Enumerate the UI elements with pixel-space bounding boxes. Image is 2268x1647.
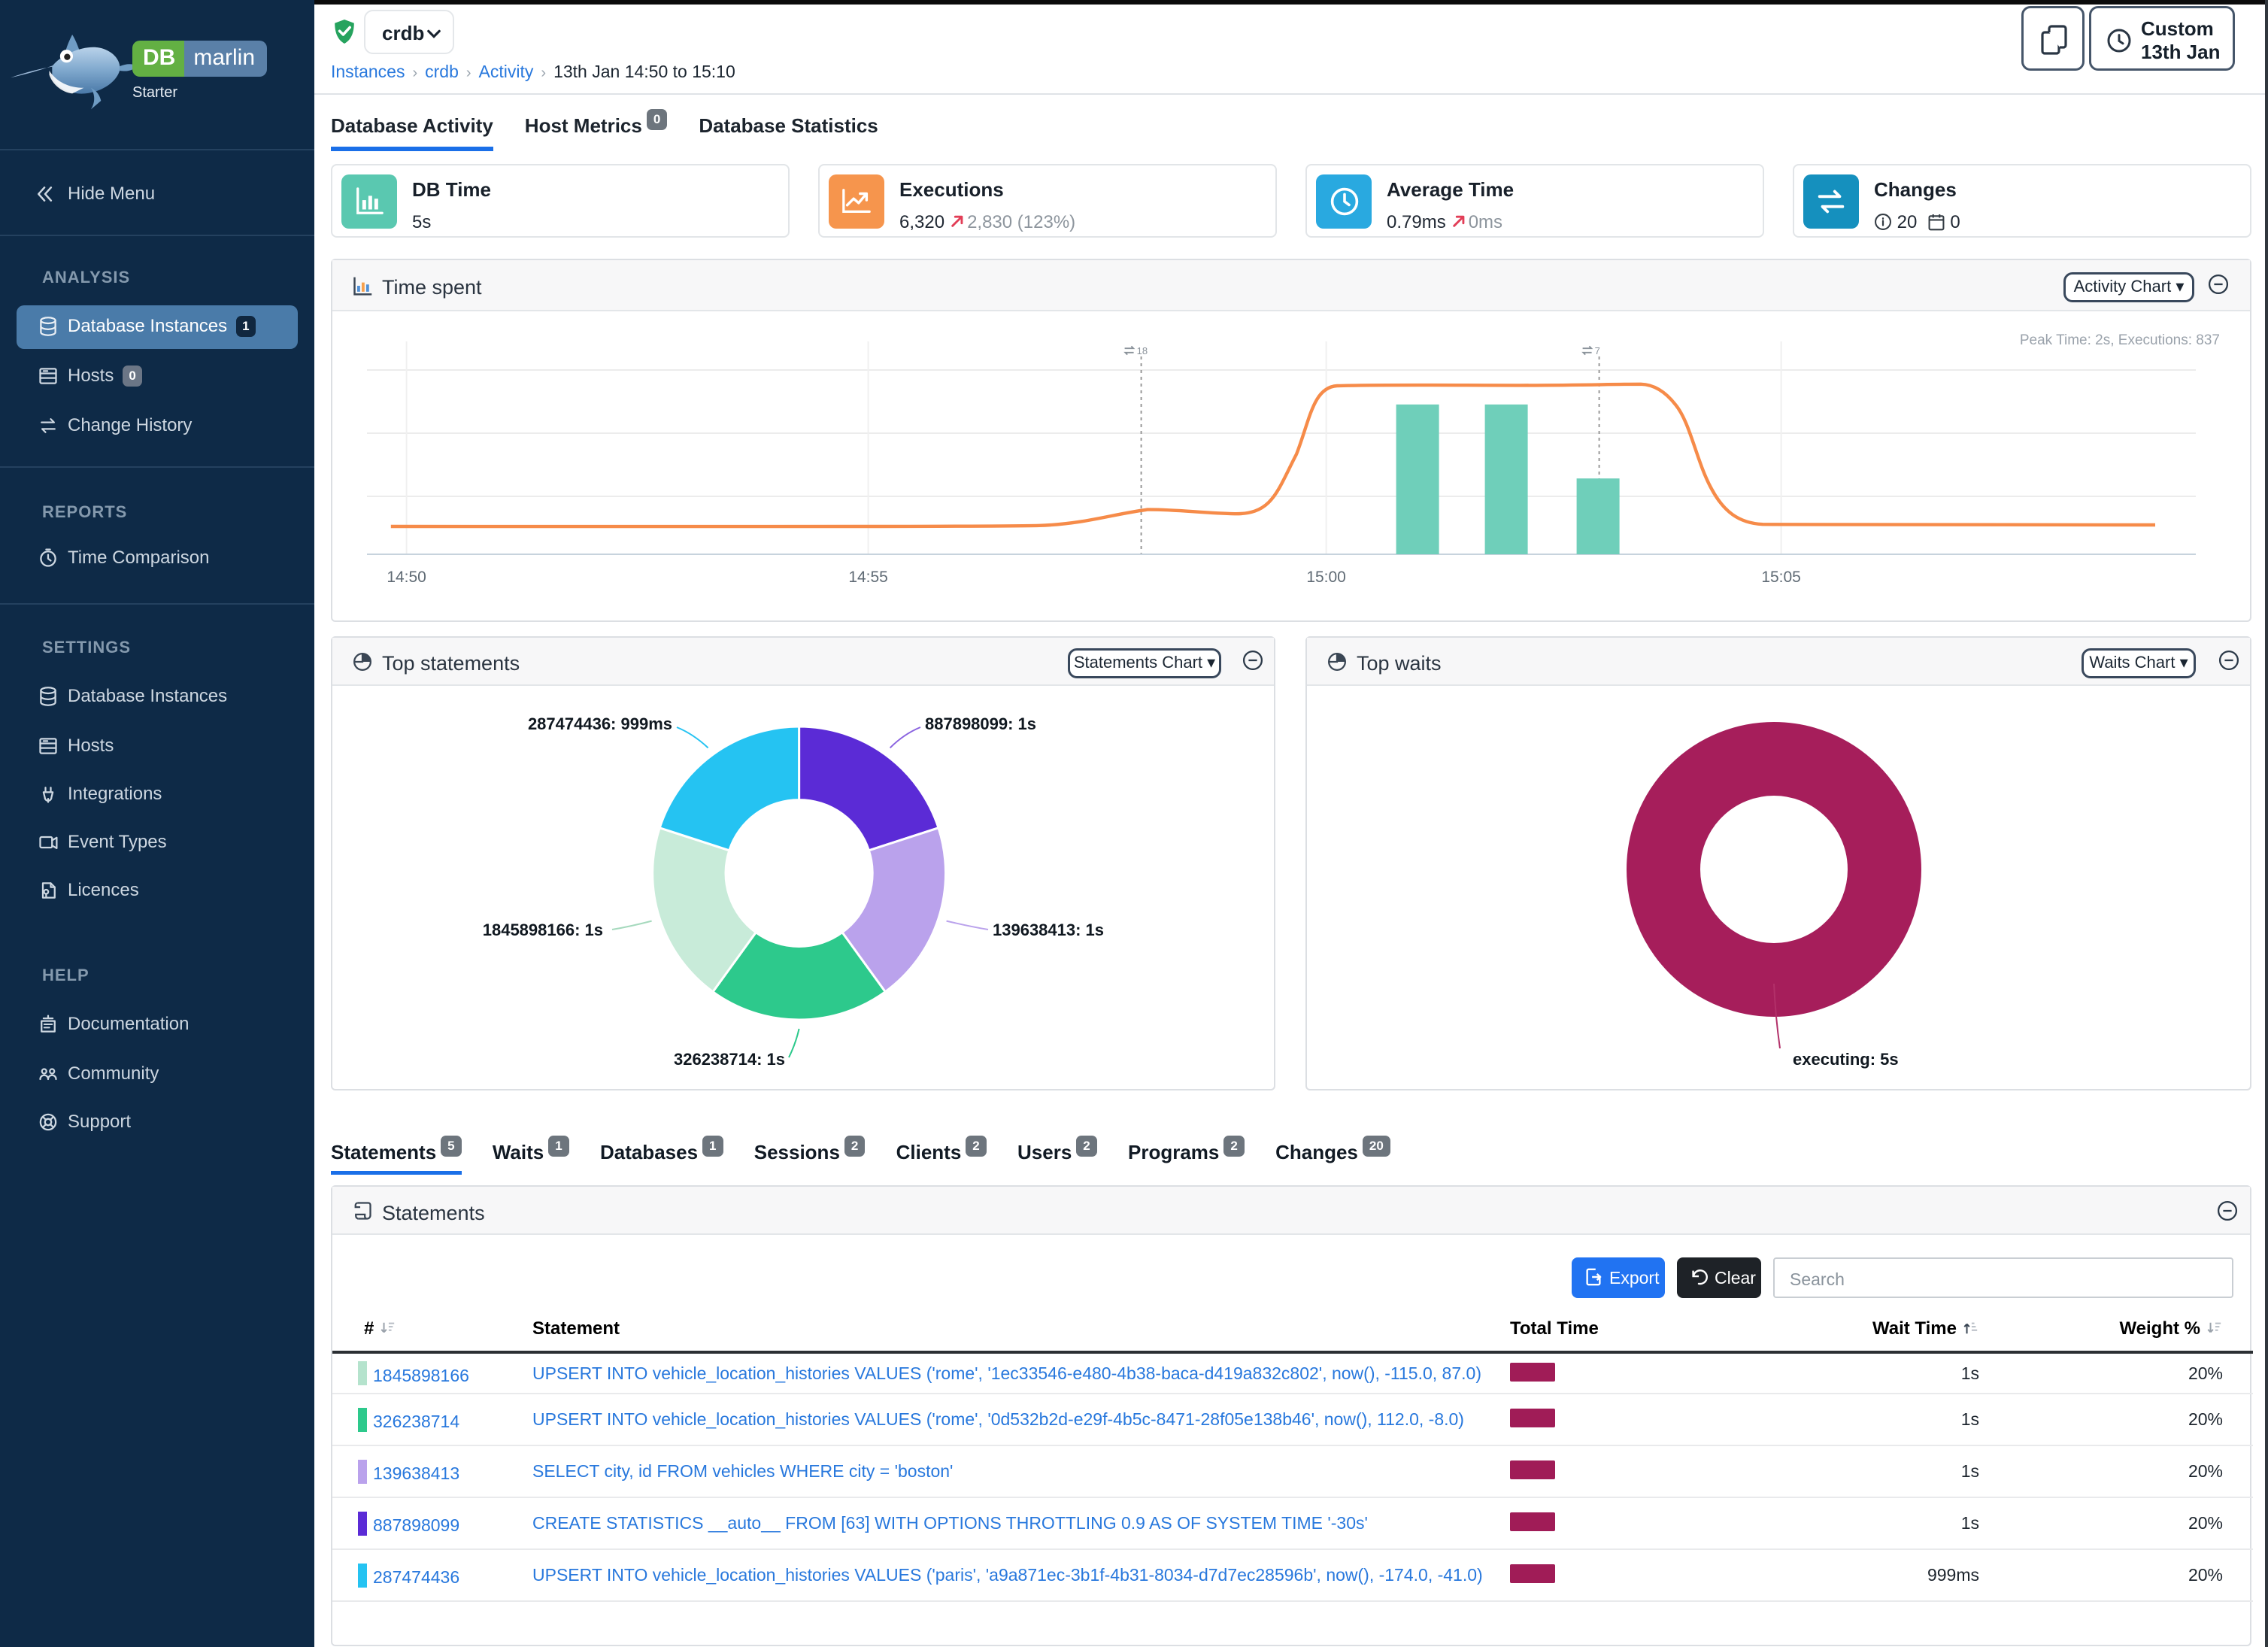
svg-text:7: 7 xyxy=(1595,345,1600,356)
svg-text:15:05: 15:05 xyxy=(1761,569,1801,586)
svg-text:15:00: 15:00 xyxy=(1306,569,1346,586)
svg-text:Peak Time: 2s, Executions: 837: Peak Time: 2s, Executions: 837 xyxy=(2020,332,2220,348)
svg-text:14:50: 14:50 xyxy=(387,569,426,586)
svg-text:14:55: 14:55 xyxy=(848,569,888,586)
svg-text:18: 18 xyxy=(1137,345,1148,356)
